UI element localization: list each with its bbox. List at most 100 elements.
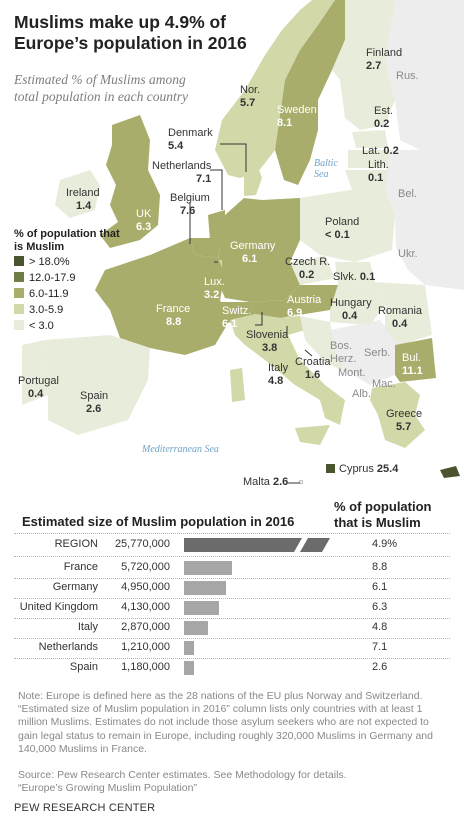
legend-swatch <box>14 320 24 330</box>
label-belarus: Bel. <box>398 188 417 200</box>
row-count: 1,210,000 <box>121 641 170 653</box>
legend-item: > 18.0% <box>14 256 70 269</box>
row-pct: 7.1 <box>372 641 388 653</box>
row-bar <box>184 561 232 575</box>
region-ireland <box>55 170 100 218</box>
label-hungary: Hungary 0.4 <box>330 297 372 322</box>
row-bar <box>184 621 209 635</box>
region-czech <box>290 256 335 285</box>
region-lithuania <box>345 170 388 190</box>
label-austria: Austria 6.9 <box>287 294 322 319</box>
row-divider <box>14 618 450 619</box>
row-divider <box>14 533 450 534</box>
label-serbia: Serb. <box>364 347 391 359</box>
row-count: 2,870,000 <box>121 621 170 633</box>
table-row: Italy 2,870,000 4.8 <box>0 618 464 638</box>
label-malta: Malta 2.6 <box>243 476 289 488</box>
table-row: Netherlands 1,210,000 7.1 <box>0 638 464 658</box>
page-title: Muslims make up 4.9% of Europe’s populat… <box>14 12 247 53</box>
label-uk: UK 6.3 <box>136 208 152 233</box>
legend-swatch <box>14 288 24 298</box>
label-greece: Greece 5.7 <box>386 408 423 433</box>
row-name: Italy <box>77 621 98 633</box>
label-montenegro: Mont. <box>338 367 366 379</box>
region-balkans <box>330 320 400 385</box>
region-ukraine <box>395 215 464 290</box>
region-sardinia <box>230 368 245 402</box>
row-count: 4,950,000 <box>121 581 170 593</box>
label-netherlands: Netherlands 7.1 <box>152 160 212 185</box>
row-bar <box>184 661 194 675</box>
legend-swatch <box>14 304 24 314</box>
row-pct: 6.3 <box>372 601 388 613</box>
legend-item: 6.0-11.9 <box>14 288 69 301</box>
label-france: France 8.8 <box>156 303 191 328</box>
row-bar <box>184 601 219 615</box>
label-finland: Finland 2.7 <box>366 47 403 72</box>
row-pct: 2.6 <box>372 661 388 673</box>
label-spain: Spain 2.6 <box>80 390 109 415</box>
label-poland: Poland < 0.1 <box>325 216 360 241</box>
region-greece <box>370 382 425 448</box>
region-slovenia <box>280 316 305 335</box>
page-subtitle: Estimated % of Muslims among total popul… <box>14 72 188 104</box>
row-count: 5,720,000 <box>121 561 170 573</box>
row-pct: 4.9% <box>372 538 398 550</box>
row-count: 1,180,000 <box>121 661 170 673</box>
row-name: France <box>63 561 98 573</box>
table-row: Germany 4,950,000 6.1 <box>0 578 464 598</box>
label-denmark: Denmark 5.4 <box>168 127 213 152</box>
region-spain <box>45 335 150 435</box>
row-pct: 4.8 <box>372 621 388 633</box>
table-row: REGION 25,770,000 4.9% <box>0 535 464 555</box>
label-germany: Germany 6.1 <box>230 240 276 265</box>
label-macedonia: Mac. <box>372 378 396 390</box>
region-norway <box>215 0 335 178</box>
label-mediterranean-sea: Mediterranean Sea <box>142 444 219 455</box>
legend-title: % of population that is Muslim <box>14 228 120 253</box>
region-hungary <box>330 282 385 325</box>
region-portugal <box>22 340 48 405</box>
label-estonia: Est. 0.2 <box>374 105 393 130</box>
label-baltic-sea: Baltic Sea <box>314 158 338 180</box>
label-bosnia: Bos. Herz. <box>330 340 357 365</box>
table-row: United Kingdom 4,130,000 6.3 <box>0 598 464 618</box>
row-divider <box>14 598 450 599</box>
region-russia <box>385 0 464 180</box>
table-row: France 5,720,000 8.8 <box>0 558 464 578</box>
label-slovenia: Slovenia 3.8 <box>246 329 289 354</box>
label-ukraine: Ukr. <box>398 248 418 260</box>
label-lithuania: Lith. 0.1 <box>368 159 389 184</box>
legend-swatch <box>14 256 24 266</box>
row-divider <box>14 638 450 639</box>
row-divider <box>14 578 450 579</box>
label-luxembourg: Lux. 3.2 <box>204 276 225 301</box>
row-divider <box>14 658 450 659</box>
legend-item: 3.0-5.9 <box>14 304 63 317</box>
row-name: Spain <box>69 661 98 673</box>
table-row: Spain 1,180,000 2.6 <box>0 658 464 678</box>
label-bulgaria: Bul. 11.1 <box>402 352 423 377</box>
table-pct-header: % of population that is Muslim <box>334 499 432 530</box>
region-italy <box>230 314 345 425</box>
region-belarus <box>385 150 464 215</box>
row-count: 25,770,000 <box>114 538 170 550</box>
row-bar <box>184 538 330 552</box>
table-title: Estimated size of Muslim population in 2… <box>22 514 295 529</box>
row-name: Netherlands <box>38 641 98 653</box>
source-line: Source: Pew Research Center estimates. S… <box>18 769 347 781</box>
region-sicily <box>295 425 330 445</box>
row-divider <box>14 556 450 557</box>
label-albania: Alb. <box>352 388 371 400</box>
region-romania <box>375 282 432 345</box>
row-bar <box>184 581 226 595</box>
label-cyprus: Cyprus 25.4 <box>326 463 398 476</box>
label-ireland: Ireland 1.4 <box>66 187 100 212</box>
label-italy: Italy 4.8 <box>268 362 289 387</box>
label-norway: Nor. 5.7 <box>240 84 261 109</box>
row-pct: 8.8 <box>372 561 388 573</box>
map-svg <box>22 0 464 485</box>
region-estonia <box>352 130 388 148</box>
europe-map: Finland 2.7 Nor. 5.7 Sweden 8.1 Est. 0.2 Lat… <box>18 0 464 488</box>
region-belgium <box>190 238 222 258</box>
